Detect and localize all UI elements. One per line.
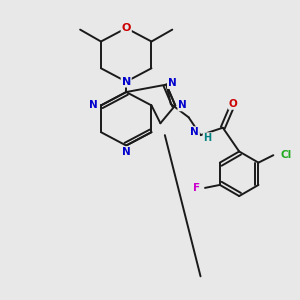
Text: N: N <box>89 100 98 110</box>
Text: O: O <box>122 23 131 33</box>
Text: F: F <box>194 183 200 193</box>
Text: N: N <box>168 78 177 88</box>
Text: N: N <box>190 127 199 137</box>
Text: O: O <box>229 99 238 109</box>
Text: Cl: Cl <box>281 150 292 160</box>
Text: H: H <box>203 133 211 143</box>
Text: N: N <box>122 76 131 87</box>
Text: N: N <box>122 147 130 157</box>
Text: N: N <box>178 100 187 110</box>
